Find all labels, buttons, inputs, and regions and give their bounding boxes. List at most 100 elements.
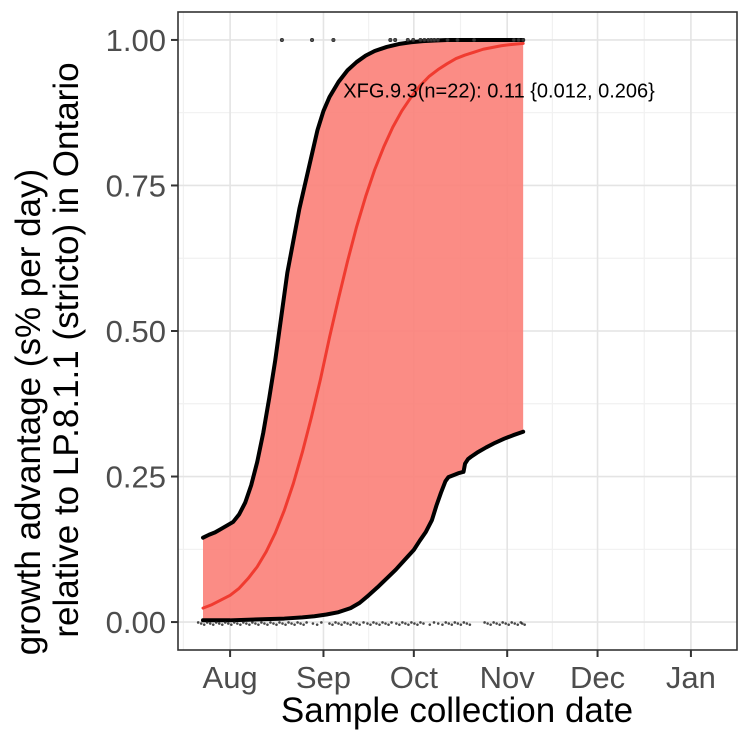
series-upper_ci: [200, 37, 526, 540]
y-tick-label: 1.00: [106, 23, 166, 58]
data-point-zero: [459, 623, 463, 626]
data-point-zero: [349, 623, 352, 626]
data-point-one: [435, 37, 440, 42]
data-point-zero: [196, 621, 200, 624]
x-tick-label: Oct: [390, 660, 439, 695]
data-point-zero: [315, 623, 319, 626]
x-axis-title: Sample collection date: [280, 691, 634, 730]
data-point-zero: [381, 621, 384, 624]
data-point-zero: [504, 622, 507, 625]
x-tick-label: Nov: [480, 660, 536, 695]
data-point-zero: [422, 622, 425, 625]
data-point-zero: [447, 622, 451, 625]
series-lower_ci: [200, 429, 526, 623]
data-point-zero: [220, 623, 224, 626]
data-point-zero: [358, 623, 361, 626]
data-point-zero: [236, 622, 239, 625]
data-point-one: [331, 37, 336, 42]
y-tick-label: 0.50: [106, 314, 166, 349]
x-tick-label: Jan: [666, 660, 716, 695]
data-point-zero: [483, 621, 486, 624]
data-point-zero: [366, 622, 369, 625]
data-point-one: [411, 37, 416, 42]
data-point-one: [472, 37, 477, 42]
data-point-zero: [293, 623, 296, 626]
data-point-zero: [378, 623, 381, 626]
data-point-zero: [372, 621, 375, 624]
data-point-zero: [398, 623, 401, 626]
data-point-zero: [230, 623, 233, 626]
data-point-zero: [226, 622, 230, 625]
data-point-zero: [492, 621, 495, 624]
data-point-zero: [296, 621, 299, 624]
data-point-zero: [501, 621, 504, 624]
data-point-zero: [495, 622, 498, 625]
data-point-zero: [413, 622, 416, 625]
y-tick-label: 0.75: [106, 168, 166, 203]
data-point-zero: [401, 621, 404, 624]
data-point-one: [516, 37, 521, 42]
data-point-zero: [199, 622, 203, 625]
data-point-zero: [208, 622, 212, 625]
data-point-zero: [507, 623, 511, 626]
data-point-zero: [456, 622, 460, 625]
data-point-zero: [346, 622, 349, 625]
x-tick-label: Dec: [570, 660, 625, 695]
y-tick-label: 0.00: [106, 605, 166, 640]
data-point-zero: [387, 623, 390, 626]
data-point-zero: [272, 622, 275, 625]
series-median: [201, 41, 525, 610]
data-point-zero: [465, 622, 469, 625]
data-point-zero: [284, 623, 287, 626]
data-point-zero: [462, 621, 466, 624]
data-point-zero: [384, 622, 387, 625]
data-point-zero: [436, 622, 440, 625]
data-point-zero: [498, 623, 501, 626]
data-point-zero: [486, 622, 489, 625]
data-point-zero: [211, 623, 215, 626]
x-tick-label: Aug: [203, 660, 258, 695]
data-point-zero: [248, 623, 251, 626]
data-point-zero: [242, 621, 245, 624]
data-point-zero: [278, 621, 281, 624]
data-point-zero: [302, 623, 305, 626]
data-point-zero: [340, 623, 343, 626]
data-point-zero: [407, 623, 410, 626]
data-point-zero: [343, 621, 346, 624]
data-point-zero: [489, 623, 492, 626]
data-point-zero: [328, 622, 331, 625]
data-point-zero: [269, 621, 272, 624]
data-point-zero: [287, 621, 290, 624]
data-point-one: [310, 37, 315, 42]
data-point-one: [432, 37, 437, 42]
data-point-zero: [299, 622, 302, 625]
data-point-one: [511, 37, 516, 42]
data-point-one: [521, 37, 526, 42]
data-point-zero: [444, 621, 448, 624]
x-tick-label: Sep: [296, 660, 351, 695]
y-axis-title-line2: relative to LP.8.1.1 (stricto) in Ontari…: [47, 62, 86, 638]
data-point-zero: [202, 623, 206, 626]
data-point-zero: [375, 622, 378, 625]
data-point-zero: [275, 623, 278, 626]
data-point-zero: [410, 621, 413, 624]
y-tick-label: 0.25: [106, 460, 166, 495]
data-point-zero: [266, 623, 269, 626]
data-point-one: [279, 37, 284, 42]
data-point-zero: [468, 623, 472, 626]
data-point-zero: [362, 621, 365, 624]
data-point-zero: [233, 621, 236, 624]
data-point-zero: [214, 621, 218, 624]
annotation-text: XFG.9.3(n=22): 0.11 {0.012, 0.206}: [343, 80, 655, 103]
data-point-zero: [432, 621, 436, 624]
data-point-zero: [257, 623, 260, 626]
y-axis-title-line1: growth advantage (s% per day): [9, 168, 48, 656]
data-point-zero: [513, 622, 517, 625]
data-point-one: [445, 37, 450, 42]
data-point-zero: [369, 623, 372, 626]
data-point-zero: [395, 622, 398, 625]
data-point-zero: [263, 622, 266, 625]
data-point-zero: [334, 621, 337, 624]
